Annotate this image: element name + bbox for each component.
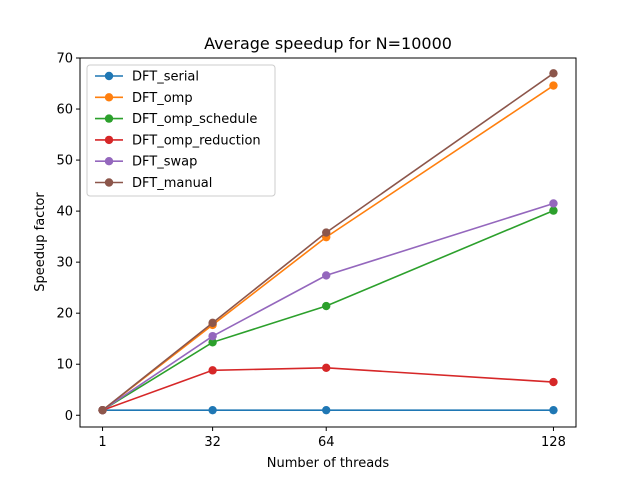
data-point-dft-serial xyxy=(549,405,558,415)
plot-frame xyxy=(79,57,577,428)
x-tick-label: 1 xyxy=(98,435,106,450)
x-tick-label: 32 xyxy=(204,435,221,450)
y-axis-label: Speedup factor xyxy=(33,192,48,292)
x-axis-label: Number of threads xyxy=(267,456,390,471)
series-line-dft-omp-reduction xyxy=(102,366,554,411)
legend-marker xyxy=(104,178,114,187)
legend-marker xyxy=(104,71,114,81)
data-point-dft-manual xyxy=(98,405,107,415)
legend-item-dft-omp: DFT_omp xyxy=(95,91,193,106)
data-point-dft-omp-reduction xyxy=(322,363,331,372)
series-dft-manual xyxy=(98,69,558,415)
data-point-dft-manual xyxy=(549,69,558,78)
y-tick-label: 10 xyxy=(56,358,73,373)
data-point-dft-omp-schedule xyxy=(208,338,217,347)
legend-marker xyxy=(104,135,114,145)
legend-label: DFT_swap xyxy=(132,155,197,170)
legend-item-dft-serial: DFT_serial xyxy=(95,70,199,85)
data-point-dft-serial xyxy=(322,405,331,415)
series-dft-serial xyxy=(98,405,558,415)
y-axis: 0 10 20 30 40 50 60 70 xyxy=(56,52,80,424)
plot-area xyxy=(79,57,577,428)
legend: DFT_serial DFT_omp DFT_omp_schedule DFT_omp… xyxy=(86,64,276,197)
x-axis: 1 32 64 128 xyxy=(98,427,566,450)
y-tick-label: 40 xyxy=(56,205,73,220)
y-tick-label: 70 xyxy=(56,52,73,67)
y-tick-label: 20 xyxy=(56,307,73,322)
chart-title: Average speedup for N=10000 xyxy=(204,34,452,53)
data-point-dft-swap xyxy=(549,199,558,208)
x-tick-label: 128 xyxy=(541,435,566,450)
data-point-dft-swap xyxy=(322,271,331,280)
legend-item-dft-omp-schedule: DFT_omp_schedule xyxy=(95,112,257,127)
legend-label: DFT_manual xyxy=(132,176,212,191)
x-tick-label: 64 xyxy=(318,435,335,450)
data-point-dft-swap xyxy=(208,331,217,341)
y-tick-label: 30 xyxy=(56,256,73,271)
legend-item-dft-manual: DFT_manual xyxy=(95,176,212,191)
data-point-dft-manual xyxy=(322,228,331,237)
data-point-dft-manual xyxy=(208,318,217,328)
y-tick-label: 0 xyxy=(65,409,73,424)
series-line-dft-swap xyxy=(102,202,554,411)
legend-marker xyxy=(104,157,114,166)
data-point-dft-omp-reduction xyxy=(549,377,558,387)
data-point-dft-omp-schedule xyxy=(322,301,331,311)
legend-label: DFT_serial xyxy=(132,70,199,85)
data-point-dft-serial xyxy=(208,405,217,415)
legend-label: DFT_omp_reduction xyxy=(132,133,261,148)
series-line-dft-manual xyxy=(102,72,554,411)
data-point-dft-omp xyxy=(549,81,558,90)
y-tick-label: 50 xyxy=(56,154,73,169)
data-point-dft-omp-schedule xyxy=(549,206,558,215)
data-point-dft-omp-reduction xyxy=(208,366,217,375)
legend-box xyxy=(86,64,276,197)
legend-marker xyxy=(104,114,114,123)
legend-item-dft-omp-reduction: DFT_omp_reduction xyxy=(95,133,261,148)
y-tick-label: 60 xyxy=(56,103,73,118)
legend-label: DFT_omp_schedule xyxy=(132,112,257,127)
series-group xyxy=(98,69,558,415)
legend-item-dft-swap: DFT_swap xyxy=(95,155,197,170)
series-line-dft-omp-schedule xyxy=(102,209,554,411)
legend-marker xyxy=(104,93,114,102)
legend-label: DFT_omp xyxy=(132,91,193,106)
